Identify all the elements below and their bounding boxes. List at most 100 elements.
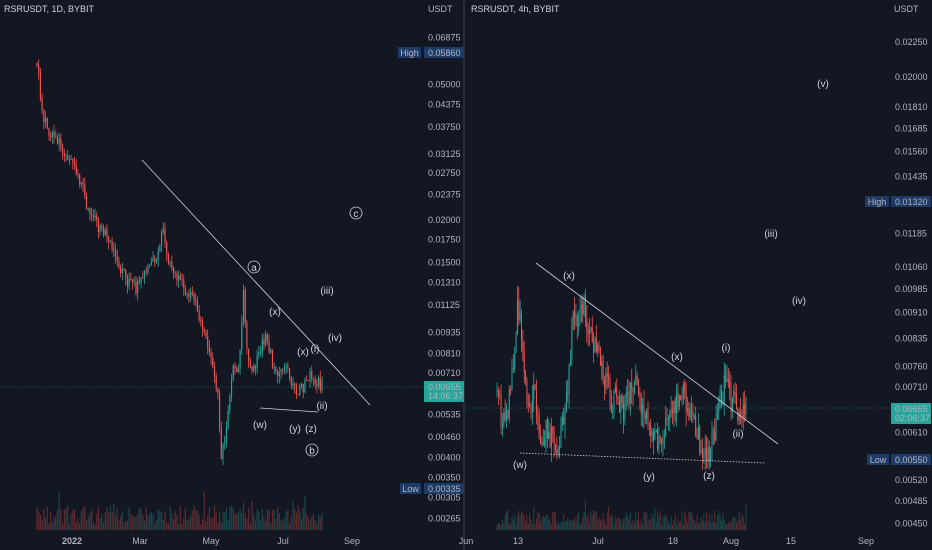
volume-bar: [259, 520, 262, 530]
candle-body: [549, 432, 551, 447]
candle-body: [162, 228, 164, 233]
candle-body: [691, 409, 693, 411]
candle-body: [538, 417, 540, 437]
candle-body: [629, 382, 631, 404]
right-low-label-badge: [867, 454, 889, 465]
candle-body: [693, 416, 695, 418]
candle-body: [253, 365, 255, 372]
volume-bar: [631, 524, 633, 530]
candle-body: [294, 383, 296, 387]
candle-body: [62, 147, 64, 154]
y-tick-label: 0.00400: [428, 453, 461, 463]
volume-bar: [63, 509, 65, 530]
right-support-trendline[interactable]: [519, 452, 766, 464]
candle-body: [730, 388, 732, 413]
candle-body: [745, 398, 747, 415]
volume-bar: [715, 522, 717, 530]
left-low-label: Low: [402, 484, 419, 494]
candle-body: [157, 251, 159, 260]
volume-bar: [507, 511, 509, 530]
volume-bar: [142, 514, 144, 530]
volume-bar: [515, 523, 517, 530]
volume-bar: [567, 517, 569, 530]
right-wave-ii: (ii): [732, 429, 743, 440]
candle-body: [193, 293, 195, 301]
candle-body: [597, 344, 599, 352]
candle-body: [574, 311, 576, 319]
candle-body: [617, 397, 619, 400]
candle-body: [292, 383, 294, 386]
candle-body: [236, 368, 238, 373]
candle-body: [523, 350, 525, 373]
volume-bar: [224, 512, 226, 530]
volume-bar: [693, 520, 695, 530]
candle-body: [259, 352, 262, 354]
candle-body: [51, 131, 53, 137]
right-wave-x2: (x): [671, 352, 683, 363]
volume-bar: [590, 510, 592, 530]
left-circle-b: [305, 443, 319, 457]
left-wave-x2: (x): [297, 347, 309, 358]
volume-bar: [657, 510, 659, 530]
candle-body: [606, 373, 608, 377]
candle-body: [715, 419, 717, 440]
candle-body: [55, 136, 57, 138]
candle-body: [561, 416, 563, 426]
candle-body: [534, 384, 536, 390]
candle-body: [556, 449, 558, 454]
volume-bar: [620, 519, 622, 530]
candle-body: [519, 313, 521, 320]
volume-bar: [306, 514, 308, 530]
candle-body: [525, 372, 527, 381]
y-tick-label: 0.03750: [428, 122, 461, 132]
volume-bar: [700, 516, 702, 530]
candle-body: [737, 408, 739, 421]
volume-bar: [164, 511, 166, 530]
candle-body: [116, 256, 118, 262]
volume-bar: [236, 514, 238, 530]
candle-body: [321, 380, 323, 391]
candle-body: [36, 62, 38, 66]
right-resistance-trendline[interactable]: [535, 262, 779, 445]
volume-bar: [319, 518, 321, 530]
candle-body: [278, 372, 280, 377]
volume-bar: [608, 506, 610, 530]
volume-bar: [666, 517, 668, 530]
volume-bar: [172, 518, 175, 530]
volume-bar: [542, 515, 544, 530]
candle-body: [283, 366, 286, 371]
candle-body: [179, 275, 181, 280]
candle-body: [229, 396, 231, 411]
volume-bar: [676, 525, 678, 530]
volume-bar: [229, 506, 231, 530]
left-resistance-trendline[interactable]: [141, 159, 371, 406]
candle-body: [738, 412, 740, 421]
candle-body: [508, 389, 510, 419]
candle-body: [109, 241, 111, 243]
candle-body: [569, 359, 571, 366]
candle-body: [605, 373, 607, 389]
right-panel[interactable]: RSRUSDT, 4h, BYBIT USDT 0.022500.020000.…: [459, 4, 931, 546]
volume-bar: [559, 524, 561, 530]
volume-bar: [612, 516, 614, 530]
candle-body: [725, 375, 727, 382]
volume-bar: [655, 522, 657, 530]
volume-bar: [529, 512, 531, 530]
candle-body: [672, 409, 674, 413]
candle-body: [299, 385, 301, 395]
volume-bar: [621, 523, 623, 530]
volume-bar: [195, 509, 197, 530]
volume-bar: [663, 516, 665, 530]
volume-bar: [575, 521, 577, 530]
left-support-trendline[interactable]: [259, 407, 319, 413]
y-tick-label: 0.00935: [428, 327, 461, 337]
volume-bar: [317, 514, 320, 530]
candle-body: [222, 443, 224, 459]
candle-body: [654, 431, 656, 440]
candle-body: [636, 375, 638, 386]
volume-bar: [314, 519, 316, 530]
volume-bar: [556, 522, 558, 530]
left-panel[interactable]: RSRUSDT, 1D, BYBIT USDT 0.068750.050000.…: [0, 4, 464, 546]
volume-bar: [150, 512, 152, 530]
volume-bar: [734, 517, 736, 530]
